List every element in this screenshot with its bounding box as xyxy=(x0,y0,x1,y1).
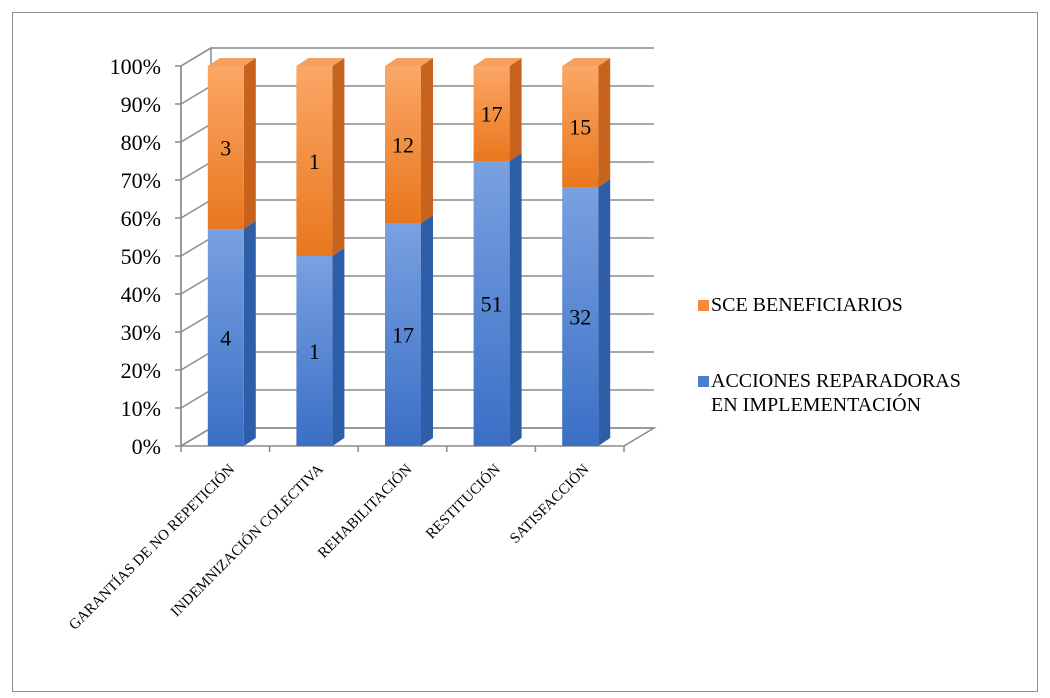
gridline-depth xyxy=(180,85,212,105)
gridline-depth xyxy=(180,313,212,333)
data-label: 4 xyxy=(220,325,231,350)
data-label: 3 xyxy=(220,135,231,160)
bar-sce xyxy=(473,66,510,161)
bar-acciones xyxy=(473,161,510,446)
bar-sce xyxy=(385,66,421,224)
y-tick-label: 90% xyxy=(121,92,161,117)
category-label: INDEMNIZACIÓN COLECTIVA xyxy=(167,461,327,621)
bars: 4 3 1 1 17 12 51 17 32 15 xyxy=(207,58,611,446)
y-tick-label: 40% xyxy=(121,282,161,307)
gridline-depth xyxy=(180,237,212,257)
legend-swatch xyxy=(698,376,709,387)
bar-acciones xyxy=(562,187,599,446)
data-label: 1 xyxy=(309,339,320,364)
category-label: GARANTÍAS DE NO REPETICIÓN xyxy=(66,461,239,634)
y-tick-label: 100% xyxy=(110,54,161,79)
title-strip xyxy=(0,0,1050,12)
category-label: REHABILITACIÓN xyxy=(315,461,416,562)
y-tick-label: 30% xyxy=(121,320,161,345)
data-label: 17 xyxy=(392,323,414,348)
y-tick-label: 50% xyxy=(121,244,161,269)
bar-top xyxy=(296,58,345,66)
bar-side-acciones xyxy=(598,179,611,446)
bar-top xyxy=(207,58,256,66)
bar-side-acciones xyxy=(421,215,433,446)
data-label: 32 xyxy=(569,305,591,330)
y-tick-label: 80% xyxy=(121,130,161,155)
gridline-depth xyxy=(180,161,212,181)
bar-top xyxy=(562,58,611,66)
data-label: 51 xyxy=(481,292,503,317)
bar-side-acciones xyxy=(509,153,522,446)
y-tick-label: 20% xyxy=(121,358,161,383)
gridline-depth xyxy=(180,275,212,295)
data-label: 17 xyxy=(481,102,503,127)
data-label: 12 xyxy=(392,133,414,158)
gridline-depth xyxy=(180,351,212,371)
legend: SCE BENEFICIARIOS ACCIONES REPARADORASEN … xyxy=(698,294,961,416)
category-label: RESTITUCIÓN xyxy=(422,461,504,543)
bar-side-acciones xyxy=(332,248,345,446)
bar-side-sce xyxy=(421,58,433,224)
y-tick-label: 0% xyxy=(132,434,161,459)
gridline-depth xyxy=(180,427,212,447)
gridline-depth xyxy=(180,389,212,409)
legend-swatch xyxy=(698,300,709,311)
bar-side-acciones xyxy=(243,220,256,446)
x-axis: GARANTÍAS DE NO REPETICIÓNINDEMNIZACIÓN … xyxy=(66,446,625,634)
y-axis: 0% 10% 20% 30% 40% 50% 60% 70% 80% 90% 100% xyxy=(110,54,182,459)
bar-acciones xyxy=(385,223,421,446)
category-label: SATISFACCIÓN xyxy=(506,461,592,547)
bar-acciones xyxy=(296,256,333,446)
bar-top xyxy=(385,58,433,66)
y-tick-label: 60% xyxy=(121,206,161,231)
bar-sce xyxy=(296,66,333,256)
bar-sce xyxy=(562,66,599,188)
y-tick-label: 70% xyxy=(121,168,161,193)
gridline-depth xyxy=(180,123,212,143)
data-label: 15 xyxy=(569,115,591,140)
bar-sce xyxy=(207,66,244,229)
bar-side-sce xyxy=(598,58,611,188)
bar-side-sce xyxy=(509,58,522,161)
bar-side-sce xyxy=(332,58,345,256)
bar-top xyxy=(473,58,522,66)
legend-label: EN IMPLEMENTACIÓN xyxy=(711,392,921,416)
gridline-depth xyxy=(180,199,212,219)
y-tick-label: 10% xyxy=(121,396,161,421)
bar-side-sce xyxy=(243,58,256,229)
legend-label: SCE BENEFICIARIOS xyxy=(711,294,903,316)
data-label: 1 xyxy=(309,149,320,174)
legend-label: ACCIONES REPARADORAS xyxy=(711,370,961,392)
gridline-depth xyxy=(180,47,212,67)
bar-acciones xyxy=(207,228,244,446)
